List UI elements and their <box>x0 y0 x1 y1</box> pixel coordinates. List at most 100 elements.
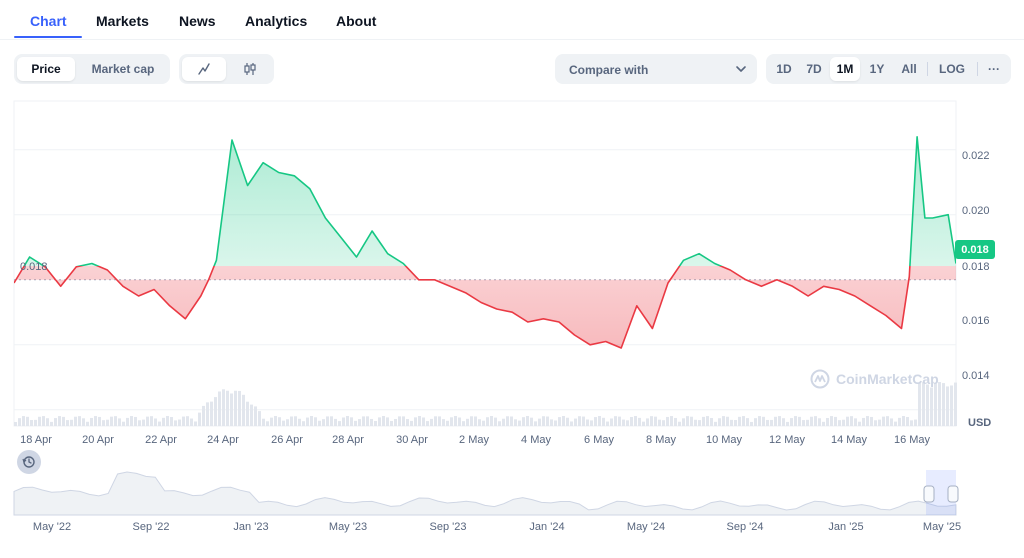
range-1m-button[interactable]: 1M <box>830 57 860 81</box>
volume-bar <box>602 417 605 426</box>
range-all-button[interactable]: All <box>901 62 917 76</box>
volume-bar <box>354 420 357 426</box>
volume-bar <box>802 420 805 426</box>
price-point <box>231 139 232 140</box>
volume-bar <box>342 417 345 426</box>
tab-about[interactable]: About <box>336 13 377 29</box>
navigator-tick-label: Jan '23 <box>233 521 269 533</box>
candlestick-icon <box>244 63 256 75</box>
range-1y-button[interactable]: 1Y <box>869 62 885 76</box>
navigator-tick-label: Jan '24 <box>529 521 565 533</box>
volume-bar <box>710 418 713 426</box>
price-chart-svg <box>13 100 959 516</box>
compare-label: Compare with <box>569 63 649 77</box>
price-point <box>823 286 824 287</box>
navigator-handle-left <box>923 485 935 503</box>
volume-bar <box>362 416 365 426</box>
current-price-badge: 0.018 <box>955 240 995 259</box>
volume-bar <box>210 401 213 426</box>
x-tick-label: 12 May <box>768 434 806 446</box>
volume-bar <box>122 421 125 426</box>
volume-bar <box>106 419 109 426</box>
price-point <box>636 305 637 306</box>
volume-bar <box>110 416 113 426</box>
volume-bar <box>366 416 369 426</box>
volume-bar <box>642 421 645 426</box>
reset-zoom-button[interactable] <box>17 450 41 474</box>
volume-bar <box>218 391 221 426</box>
price-point <box>403 263 404 264</box>
volume-bar <box>566 417 569 426</box>
volume-bar <box>258 411 261 426</box>
price-point <box>434 279 435 280</box>
price-point <box>730 269 731 270</box>
line-chart-button[interactable] <box>182 57 226 81</box>
tab-chart[interactable]: Chart <box>30 13 67 29</box>
volume-bar <box>70 419 73 426</box>
price-point <box>76 266 77 267</box>
volume-bar <box>782 418 785 426</box>
x-tick-label: 24 Apr <box>207 434 239 446</box>
price-point <box>13 282 14 283</box>
volume-bar <box>238 390 241 426</box>
volume-bar <box>370 418 373 426</box>
price-point <box>309 188 310 189</box>
price-line-below <box>14 266 911 349</box>
volume-bar <box>914 419 917 426</box>
volume-bar <box>542 416 545 426</box>
volume-bar <box>838 420 841 426</box>
volume-bar <box>514 419 517 426</box>
candlestick-button[interactable] <box>228 57 272 81</box>
compare-dropdown[interactable]: Compare with <box>555 54 757 84</box>
volume-bar <box>858 421 861 426</box>
tab-news[interactable]: News <box>179 13 216 29</box>
tab-analytics[interactable]: Analytics <box>245 13 308 29</box>
volume-bar <box>934 383 937 426</box>
price-point <box>543 318 544 319</box>
more-options-button[interactable]: ··· <box>988 62 1000 76</box>
price-button[interactable]: Price <box>17 57 75 81</box>
volume-bar <box>578 416 581 426</box>
volume-bar <box>330 416 333 426</box>
price-chart[interactable]: 0.022 0.020 0.018 0.016 0.014 0.018 0.01… <box>0 95 1024 558</box>
volume-bar <box>646 418 649 426</box>
market-cap-button[interactable]: Market cap <box>91 62 155 76</box>
volume-bar <box>102 420 105 426</box>
active-tab-indicator <box>14 36 82 38</box>
price-point <box>776 279 777 280</box>
volume-bar <box>350 417 353 426</box>
volume-bar <box>946 386 949 426</box>
volume-bar <box>174 420 177 426</box>
price-point <box>652 328 653 329</box>
range-7d-button[interactable]: 7D <box>806 62 822 76</box>
volume-bar <box>570 421 573 426</box>
volume-bar <box>694 419 697 426</box>
volume-bar <box>74 416 77 426</box>
volume-bar <box>138 420 141 426</box>
volume-bar <box>46 418 49 426</box>
volume-bar <box>670 416 673 426</box>
volume-bar <box>794 416 797 426</box>
volume-bar <box>206 402 209 426</box>
volume-bar <box>778 416 781 426</box>
volume-bar <box>590 420 593 426</box>
range-1d-button[interactable]: 1D <box>776 62 792 76</box>
volume-bar <box>82 418 85 426</box>
price-point <box>122 286 123 287</box>
volume-bar <box>130 416 133 426</box>
volume-bar <box>302 421 305 426</box>
volume-bar <box>90 417 93 426</box>
price-point <box>698 253 699 254</box>
price-point <box>916 136 917 137</box>
volume-bar <box>738 416 741 426</box>
volume-bar <box>418 416 421 426</box>
tab-markets[interactable]: Markets <box>96 13 149 29</box>
volume-bar <box>230 393 233 426</box>
volume-bar <box>282 420 285 426</box>
volume-bar <box>686 416 689 426</box>
x-tick-label: 20 Apr <box>82 434 114 446</box>
volume-bar <box>818 418 821 426</box>
volume-bar <box>286 419 289 426</box>
log-scale-button[interactable]: LOG <box>939 62 965 76</box>
volume-bar <box>878 419 881 426</box>
